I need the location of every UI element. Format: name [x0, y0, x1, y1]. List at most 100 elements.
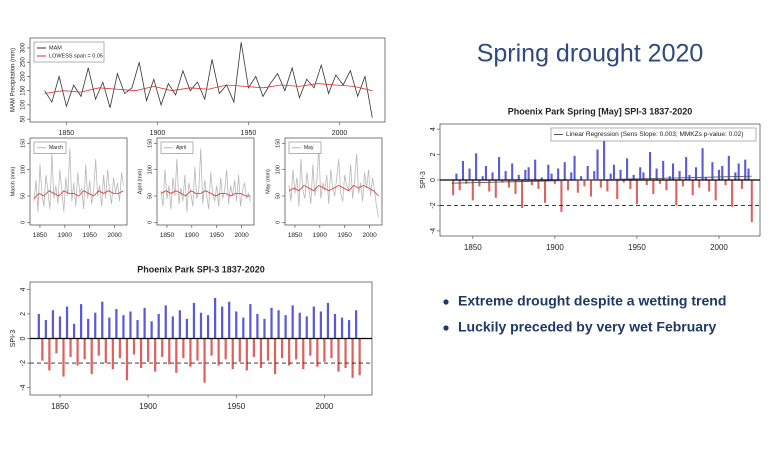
y-tick-label: 2 — [20, 312, 27, 316]
bar — [708, 180, 711, 192]
bar — [185, 318, 189, 339]
bar — [570, 172, 573, 180]
legend-label: MAM — [49, 45, 62, 51]
bar — [129, 311, 132, 339]
bar — [589, 180, 593, 197]
bar — [652, 180, 655, 194]
y-tick-label: 50 — [21, 115, 27, 122]
bullet-text: Luckily preceded by very wet February — [458, 319, 717, 335]
bar — [210, 338, 213, 356]
bar — [704, 177, 707, 180]
bar — [635, 180, 638, 205]
y-tick-label: 150 — [275, 139, 281, 148]
bar — [740, 180, 743, 189]
x-tick-label: 2000 — [362, 232, 377, 239]
y-tick-label: 300 — [21, 42, 27, 53]
y-tick-label: 100 — [20, 165, 26, 174]
legend-label: April — [176, 145, 186, 151]
bar — [94, 312, 97, 339]
bar — [192, 302, 196, 339]
bar — [521, 180, 524, 208]
bar — [586, 166, 589, 180]
x-tick-label: 2000 — [332, 130, 348, 137]
y-axis-label: May (mm) — [265, 169, 271, 194]
bar — [323, 338, 326, 362]
legend-label: March — [49, 145, 63, 151]
bar — [41, 338, 44, 361]
y-axis-label: April (mm) — [137, 169, 143, 195]
bar — [491, 172, 494, 180]
bar — [221, 306, 224, 339]
bar — [252, 338, 256, 357]
bar — [671, 163, 675, 180]
bar — [256, 313, 259, 339]
bar — [136, 320, 139, 339]
series-line — [44, 42, 373, 118]
bar — [622, 180, 625, 183]
bar — [609, 173, 612, 180]
plot-frame — [29, 137, 128, 226]
bar — [504, 171, 507, 180]
plot-frame — [284, 137, 383, 226]
bar — [37, 313, 40, 339]
bar — [228, 301, 231, 339]
bar — [270, 307, 273, 339]
y-axis-label: SPI-3 — [420, 171, 427, 189]
bar — [507, 180, 510, 188]
bar — [750, 180, 753, 222]
bar — [213, 297, 217, 339]
y-tick-label: 0 — [20, 221, 26, 224]
bar — [284, 315, 287, 339]
bar — [639, 167, 642, 180]
bar — [139, 338, 143, 368]
series-line — [160, 148, 251, 212]
y-axis-label: SPI-3 — [10, 330, 17, 348]
series-line — [288, 148, 379, 218]
series-line — [288, 184, 379, 197]
bar — [196, 338, 199, 361]
x-tick-label: 1950 — [82, 232, 97, 239]
x-tick-label: 1850 — [33, 232, 48, 239]
y-tick-label: 50 — [147, 193, 153, 199]
bullet-dot — [443, 325, 449, 331]
bar — [721, 166, 724, 180]
legend-box — [33, 41, 105, 63]
bar — [76, 338, 79, 366]
bar — [259, 338, 263, 368]
bar — [698, 180, 701, 188]
bar — [231, 338, 234, 370]
y-axis-label: March (mm) — [10, 167, 16, 197]
x-tick-label: 1950 — [337, 232, 352, 239]
bar — [599, 180, 602, 188]
bar — [557, 168, 560, 180]
y-tick-label: 0 — [147, 221, 153, 224]
trend-line — [451, 175, 752, 184]
bar — [616, 180, 619, 200]
bar — [530, 180, 533, 186]
y-tick-label: 0 — [20, 336, 27, 340]
bar — [69, 338, 72, 357]
bar — [347, 320, 351, 339]
bar — [302, 338, 305, 370]
bar — [143, 307, 146, 339]
bar — [524, 169, 527, 180]
bar — [685, 157, 688, 180]
bar — [326, 302, 330, 339]
bar — [340, 317, 344, 339]
bullet-text: Extreme drought despite a wetting trend — [458, 293, 726, 309]
bar — [358, 338, 361, 376]
bar — [277, 310, 280, 339]
bar — [132, 338, 136, 355]
bar — [337, 338, 340, 372]
bar — [675, 180, 678, 206]
bar — [563, 162, 566, 180]
y-tick-label: 2 — [430, 152, 437, 156]
bar — [632, 174, 635, 180]
x-tick-label: 2000 — [710, 243, 728, 252]
bar — [62, 338, 65, 377]
legend-box — [33, 141, 67, 154]
bar — [662, 160, 665, 180]
bar — [642, 172, 645, 180]
x-tick-label: 1900 — [150, 130, 166, 137]
bar — [266, 338, 270, 361]
